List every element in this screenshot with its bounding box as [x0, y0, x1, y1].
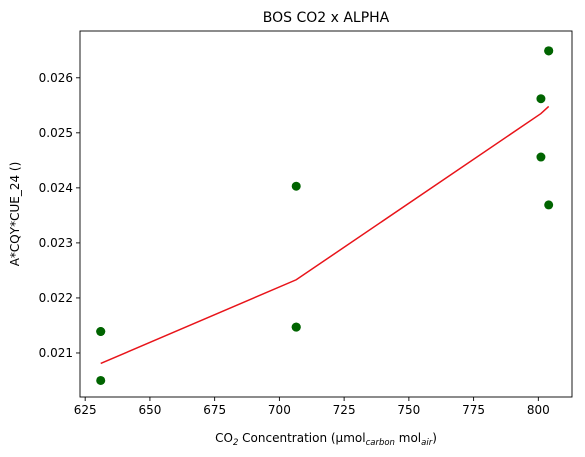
fit-line-group [100, 105, 550, 365]
y-axis-ticks: 0.021 0.022 0.023 0.024 0.025 0.026 [39, 71, 80, 360]
y-tick-label: 0.022 [39, 291, 73, 305]
y-tick-label: 0.024 [39, 181, 73, 195]
fit-line [100, 105, 550, 365]
x-label-part: ) [432, 431, 437, 445]
scatter-point [544, 46, 554, 56]
x-tick-label: 625 [74, 403, 97, 417]
x-axis-label: CO2 Concentration (µmolcarbon molair) [215, 431, 437, 448]
x-tick-label: 775 [462, 403, 485, 417]
scatter-point [536, 152, 546, 162]
x-tick-label: 650 [138, 403, 161, 417]
x-label-sub: carbon [366, 438, 395, 448]
x-axis-ticks: 625 650 675 700 725 750 775 800 [74, 397, 550, 417]
scatter-point [536, 94, 546, 104]
scatter-point [291, 322, 301, 332]
x-tick-label: 800 [527, 403, 550, 417]
scatter-point [544, 200, 554, 210]
y-axis-label: A*CQY*CUE_24 () [8, 162, 22, 267]
x-tick-label: 725 [333, 403, 356, 417]
scatter-point [96, 327, 106, 337]
scatter-point [291, 181, 301, 191]
x-tick-label: 675 [203, 403, 226, 417]
x-label-part: CO [215, 431, 233, 445]
x-tick-label: 750 [397, 403, 420, 417]
y-tick-label: 0.026 [39, 71, 73, 85]
y-tick-label: 0.021 [39, 346, 73, 360]
scatter-points [96, 46, 554, 385]
chart-title: BOS CO2 x ALPHA [263, 10, 390, 26]
x-tick-label: 700 [268, 403, 291, 417]
plot-area [79, 30, 573, 398]
x-label-sub: 2 [233, 438, 238, 448]
y-tick-label: 0.023 [39, 236, 73, 250]
x-label-sub: air [421, 438, 433, 448]
x-label-part: Concentration (µmol [238, 431, 365, 445]
x-label-part: mol [395, 431, 421, 445]
y-tick-label: 0.025 [39, 126, 73, 140]
scatter-point [96, 375, 106, 385]
